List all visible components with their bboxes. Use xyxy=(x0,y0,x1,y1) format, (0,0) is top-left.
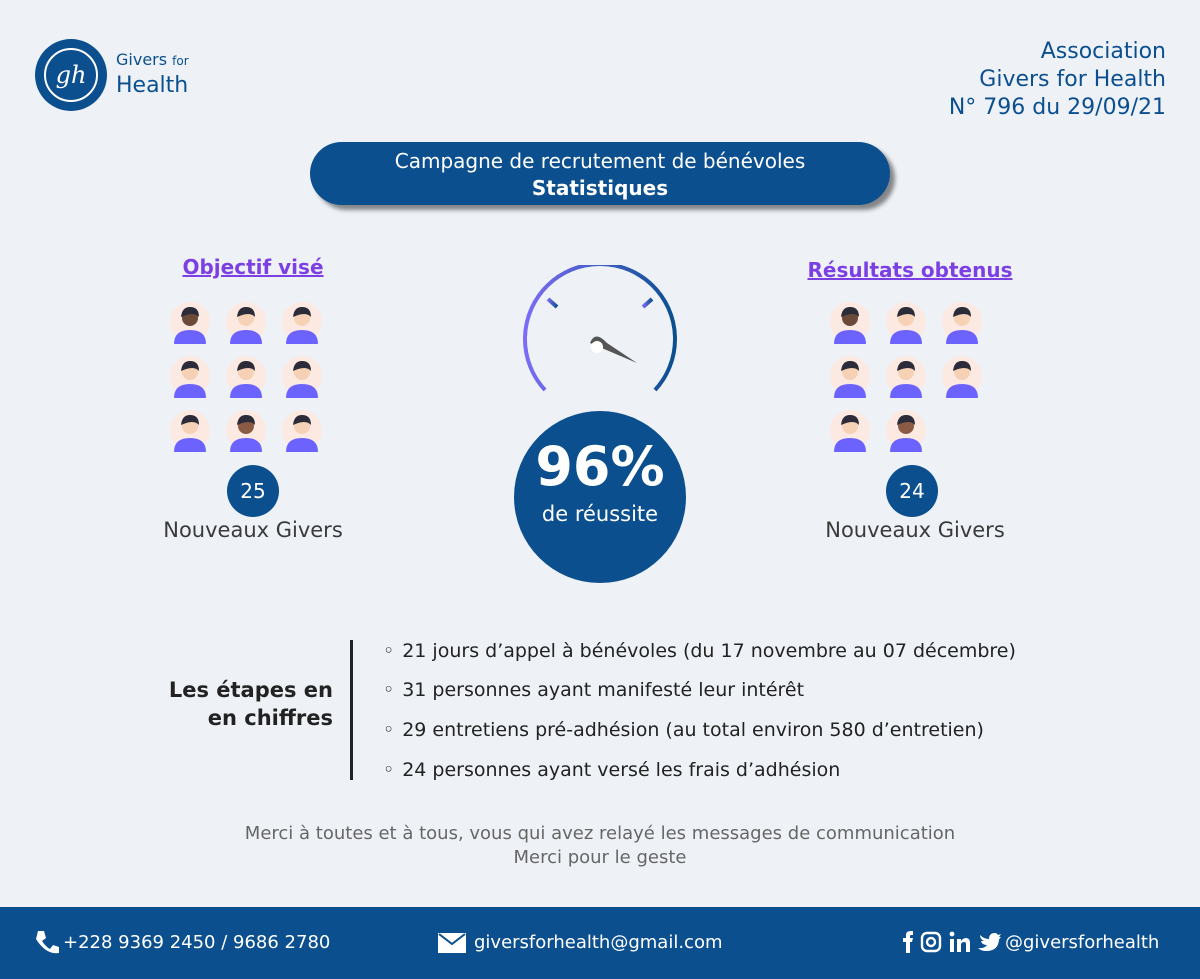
footer: +228 9369 2450 / 9686 2780 giversforheal… xyxy=(0,907,1200,979)
avatar xyxy=(830,302,870,344)
success-label: de réussite xyxy=(541,502,659,526)
avatar xyxy=(226,302,266,344)
avatar xyxy=(282,356,322,398)
steps-heading-line: en chiffres xyxy=(207,706,333,730)
result-heading: Résultats obtenus xyxy=(807,258,1013,282)
avatar xyxy=(170,410,210,452)
org-line: N° 796 du 29/09/21 xyxy=(948,95,1166,120)
org-line: Association xyxy=(1040,39,1166,64)
banner: Campagne de recrutement de bénévoles Sta… xyxy=(310,142,890,205)
banner-title: Campagne de recrutement de bénévoles xyxy=(394,149,806,173)
thanks-line: Merci pour le geste xyxy=(513,847,687,868)
avatar xyxy=(886,302,926,344)
steps-heading-line: Les étapes en xyxy=(168,678,333,702)
success-badge: 96% de réussite xyxy=(514,411,686,583)
email: giversforhealth@gmail.com xyxy=(474,932,723,953)
avatar xyxy=(942,356,982,398)
avatar xyxy=(886,356,926,398)
org-line: Givers for Health xyxy=(979,67,1166,92)
logo-line: Health xyxy=(116,73,189,98)
avatar xyxy=(170,356,210,398)
email-icon xyxy=(438,933,466,953)
avatar xyxy=(170,302,210,344)
logo-line: Givers xyxy=(116,50,168,69)
org-info: Association Givers for Health N° 796 du … xyxy=(949,38,1166,122)
logo-text: Givers for xyxy=(116,50,189,69)
avatar xyxy=(830,410,870,452)
success-rate: 96% xyxy=(535,435,665,498)
social-handle: @giversforhealth xyxy=(1005,932,1160,953)
avatar-group xyxy=(170,300,340,460)
banner-subtitle: Statistiques xyxy=(531,176,669,200)
logo-monogram: gh xyxy=(56,61,87,89)
social-icons xyxy=(903,931,1001,953)
step-item: 21 jours d’appel à bénévoles (du 17 nove… xyxy=(383,640,1016,662)
avatar xyxy=(942,302,982,344)
result-count: 24 xyxy=(886,465,938,517)
phone-icon xyxy=(36,931,59,954)
avatar xyxy=(282,410,322,452)
avatar xyxy=(282,302,322,344)
divider xyxy=(350,640,353,780)
phone: +228 9369 2450 / 9686 2780 xyxy=(63,932,331,953)
target-label: Nouveaux Givers xyxy=(163,518,343,542)
avatar xyxy=(886,410,926,452)
target-heading: Objectif visé xyxy=(182,255,324,279)
step-item: 29 entretiens pré-adhésion (au total env… xyxy=(383,719,984,741)
avatar-group xyxy=(830,300,1000,460)
thanks: Merci à toutes et à tous, vous qui avez … xyxy=(0,822,1200,870)
avatar xyxy=(830,356,870,398)
result-label: Nouveaux Givers xyxy=(825,518,1005,542)
logo-mark: gh xyxy=(35,39,107,111)
avatar xyxy=(226,356,266,398)
target-count: 25 xyxy=(227,465,279,517)
step-item: 24 personnes ayant versé les frais d’adh… xyxy=(383,759,840,781)
steps-heading: Les étapes en en chiffres xyxy=(169,676,333,732)
avatar xyxy=(226,410,266,452)
thanks-line: Merci à toutes et à tous, vous qui avez … xyxy=(244,823,956,844)
logo-small: for xyxy=(172,54,189,68)
step-item: 31 personnes ayant manifesté leur intérê… xyxy=(383,679,804,701)
gauge xyxy=(523,265,677,392)
